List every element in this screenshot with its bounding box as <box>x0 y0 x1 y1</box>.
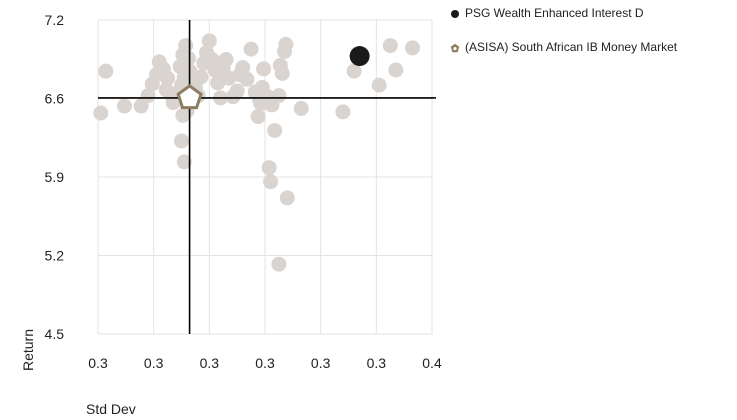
x-tick-label: 0.3 <box>255 355 275 371</box>
peer-fund-point <box>278 36 294 52</box>
peer-fund-point <box>371 77 387 93</box>
data-points <box>93 33 421 272</box>
peer-fund-point <box>175 107 191 123</box>
peer-fund-point <box>279 190 295 206</box>
peer-fund-point <box>229 83 245 99</box>
peer-fund-point <box>346 63 362 79</box>
peer-fund-point <box>382 38 398 54</box>
asisa-category-point <box>176 84 203 110</box>
peer-fund-point <box>243 41 259 57</box>
peer-fund-point <box>176 154 192 170</box>
peer-fund-point <box>293 100 309 116</box>
peer-fund-point <box>178 38 194 54</box>
peer-fund-point <box>250 109 266 125</box>
peer-fund-point <box>271 88 287 104</box>
peer-fund-point <box>388 62 404 78</box>
y-tick-label: 5.9 <box>45 169 65 185</box>
peer-fund-point <box>180 50 196 66</box>
peer-fund-point <box>267 122 283 138</box>
peer-fund-point <box>174 133 189 149</box>
y-axis-label: Return <box>20 329 36 371</box>
legend-item-asisa: (ASISA) South African IB Money Market <box>450 36 677 58</box>
peer-fund-point <box>140 88 156 104</box>
circle-icon <box>450 8 460 18</box>
peer-fund-point <box>256 61 272 77</box>
peer-fund-point <box>239 71 255 87</box>
peer-fund-point <box>274 65 290 81</box>
crosshair-lines <box>98 20 436 334</box>
highlight-points <box>176 46 370 110</box>
peer-fund-point <box>93 105 109 121</box>
peer-fund-point <box>235 60 251 76</box>
peer-fund-point <box>261 160 277 176</box>
peer-fund-point <box>218 52 234 68</box>
peer-fund-point <box>201 33 217 49</box>
x-tick-label: 0.3 <box>144 355 164 371</box>
x-tick-label: 0.3 <box>311 355 331 371</box>
legend-label: (ASISA) South African IB Money Market <box>465 40 678 54</box>
peer-fund-point <box>263 174 279 190</box>
y-tick-label: 5.2 <box>45 248 65 264</box>
x-axis-label: Std Dev <box>86 401 136 417</box>
legend-item-psg: PSG Wealth Enhanced Interest D <box>450 2 677 24</box>
peer-fund-point <box>98 63 114 79</box>
x-tick-label: 0.3 <box>367 355 387 371</box>
pentagon-icon <box>450 42 460 53</box>
peer-fund-point <box>193 69 209 85</box>
peer-fund-point <box>335 104 351 120</box>
y-tick-label: 7.2 <box>45 12 65 28</box>
y-tick-label: 4.5 <box>45 326 65 342</box>
x-tick-label: 0.4 <box>422 355 442 371</box>
peer-fund-point <box>116 98 132 114</box>
peer-fund-point <box>405 40 421 56</box>
legend-label: PSG Wealth Enhanced Interest D <box>465 6 644 20</box>
peer-fund-point <box>271 256 287 272</box>
y-tick-label: 6.6 <box>45 91 65 107</box>
peer-fund-point <box>160 70 176 86</box>
x-tick-label: 0.3 <box>88 355 108 371</box>
legend: PSG Wealth Enhanced Interest D (ASISA) S… <box>450 2 677 70</box>
tick-labels: 0.3 0.3 0.3 0.3 0.3 0.3 0.4 4.5 5.2 5.9 6.6 7.2 <box>45 12 442 371</box>
x-tick-label: 0.3 <box>200 355 220 371</box>
psg-fund-point <box>349 46 370 67</box>
